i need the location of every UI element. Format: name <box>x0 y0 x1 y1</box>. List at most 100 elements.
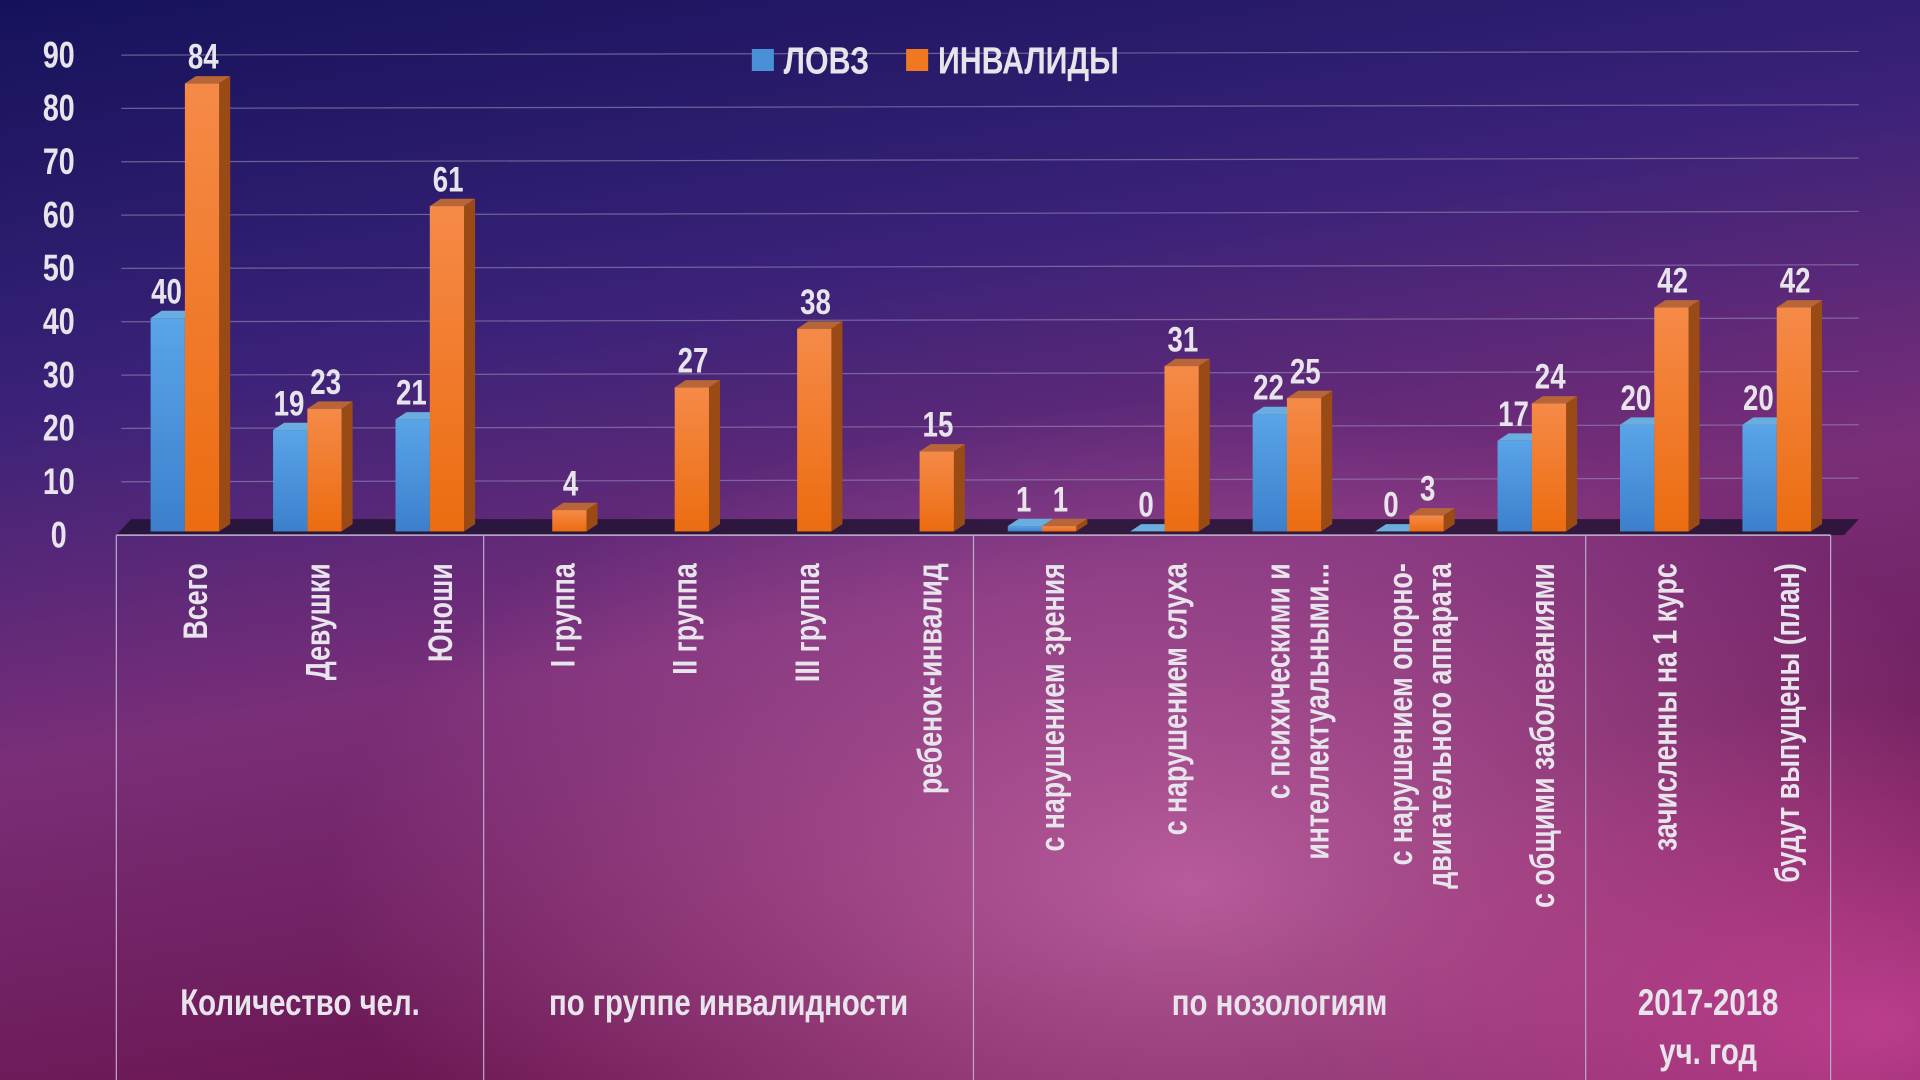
gridline <box>121 210 1859 216</box>
bar-front <box>1007 526 1043 532</box>
bar-invalidy: 31 <box>1164 319 1210 532</box>
category-label: Всего <box>176 563 215 639</box>
group-label: 2017-2018 <box>1638 983 1778 1024</box>
bar-invalidy: 42 <box>1654 260 1700 532</box>
category-label: с нарушением зрения <box>1033 563 1072 851</box>
bar-front <box>1042 526 1077 532</box>
data-label: 23 <box>310 362 341 402</box>
bar-top <box>797 321 843 329</box>
category-label: ребенок-инвалид <box>910 563 949 794</box>
data-label: 19 <box>274 383 305 423</box>
bar-side <box>953 444 965 532</box>
y-tick-label: 50 <box>43 247 75 288</box>
bar-front <box>919 451 954 532</box>
bar-lovz: 0 <box>1375 484 1421 532</box>
data-label: 1 <box>1053 479 1068 519</box>
data-label: 84 <box>188 36 219 76</box>
bar-side <box>1688 300 1700 532</box>
bar-side <box>1443 508 1455 532</box>
data-label: 0 <box>1138 484 1153 524</box>
category-label: с общими заболеваниями <box>1523 563 1562 908</box>
bar-invalidy: 27 <box>674 340 720 532</box>
bar-side <box>1321 390 1333 532</box>
bar-top <box>273 422 319 431</box>
bar-side <box>708 380 720 532</box>
bar-front <box>1620 424 1655 532</box>
bar-front <box>307 408 342 532</box>
category-label: двигательного аппарата <box>1420 562 1459 888</box>
category-label: зачисленны на 1 курс <box>1645 563 1684 851</box>
bar-invalidy: 3 <box>1409 468 1455 532</box>
bar-top <box>1620 417 1666 425</box>
gridline <box>121 157 1859 163</box>
bar-top <box>674 380 720 388</box>
bar-front <box>273 430 308 532</box>
category-label: интеллектуальными... <box>1297 563 1336 859</box>
data-label: 27 <box>678 340 709 380</box>
bar-side <box>464 198 476 532</box>
data-label: 61 <box>433 159 464 199</box>
gridline <box>121 317 1859 323</box>
gridline <box>121 50 1859 56</box>
data-label: 20 <box>1743 378 1774 418</box>
bar-invalidy: 38 <box>797 282 843 532</box>
bar-front <box>1654 307 1689 532</box>
gridline <box>121 370 1859 376</box>
bar-top <box>1742 417 1788 425</box>
category-label: с психическими и <box>1258 563 1297 799</box>
data-label: 31 <box>1167 319 1198 359</box>
bar-side <box>1566 396 1578 532</box>
data-label: 40 <box>151 271 182 311</box>
data-label: 17 <box>1498 394 1529 434</box>
bar-front <box>429 206 465 532</box>
bar-top <box>1042 518 1088 527</box>
bar-front <box>1497 440 1532 532</box>
bar-top <box>429 198 476 207</box>
bar-lovz: 0 <box>1130 484 1176 532</box>
bar-invalidy: 15 <box>919 404 965 532</box>
data-label: 0 <box>1383 484 1398 524</box>
group-label: уч. год <box>1659 1032 1757 1073</box>
bar-front <box>1286 398 1322 532</box>
category-label: Девушки <box>298 563 337 680</box>
category-label: будут выпущены (план) <box>1768 563 1807 882</box>
bar-front <box>1776 307 1812 532</box>
y-tick-label: 20 <box>43 407 75 448</box>
y-tick-label: 10 <box>43 461 75 502</box>
bar-invalidy: 42 <box>1776 260 1823 532</box>
bar-lovz: 21 <box>395 372 441 532</box>
data-label: 25 <box>1290 351 1321 391</box>
category-label: III группа <box>788 562 827 682</box>
bar-top <box>1776 300 1823 308</box>
gridline <box>121 264 1859 270</box>
bar-top <box>1252 406 1298 415</box>
bar-front <box>552 510 587 532</box>
bar-side <box>219 76 231 532</box>
bar-front <box>184 83 220 532</box>
bar-invalidy: 24 <box>1531 356 1578 532</box>
legend-label: ЛОВЗ <box>784 40 869 82</box>
bar-front <box>150 318 185 532</box>
category-label: II группа <box>666 562 705 674</box>
x-axis: Всего Девушки Юноши I группа II группа III гр… <box>115 535 1832 1080</box>
bar-front <box>1164 366 1199 532</box>
data-label: 3 <box>1420 468 1435 508</box>
bar-top <box>307 401 353 409</box>
bar-invalidy: 1 <box>1042 479 1088 532</box>
bar-front <box>395 419 430 532</box>
legend-label: ИНВАЛИДЫ <box>938 40 1119 82</box>
bar-front <box>1742 424 1777 532</box>
y-tick-label: 80 <box>43 87 75 128</box>
bar-top <box>1164 358 1210 367</box>
bar-top <box>150 310 196 319</box>
legend-swatch <box>751 48 774 72</box>
data-label: 15 <box>923 404 954 444</box>
data-label: 20 <box>1621 378 1652 418</box>
bar-top <box>1654 300 1700 308</box>
bar-top <box>184 76 231 84</box>
data-label: 42 <box>1780 260 1811 300</box>
bar-lovz: 1 <box>1007 479 1054 532</box>
gridline <box>121 104 1859 110</box>
bar-top <box>1531 396 1578 404</box>
